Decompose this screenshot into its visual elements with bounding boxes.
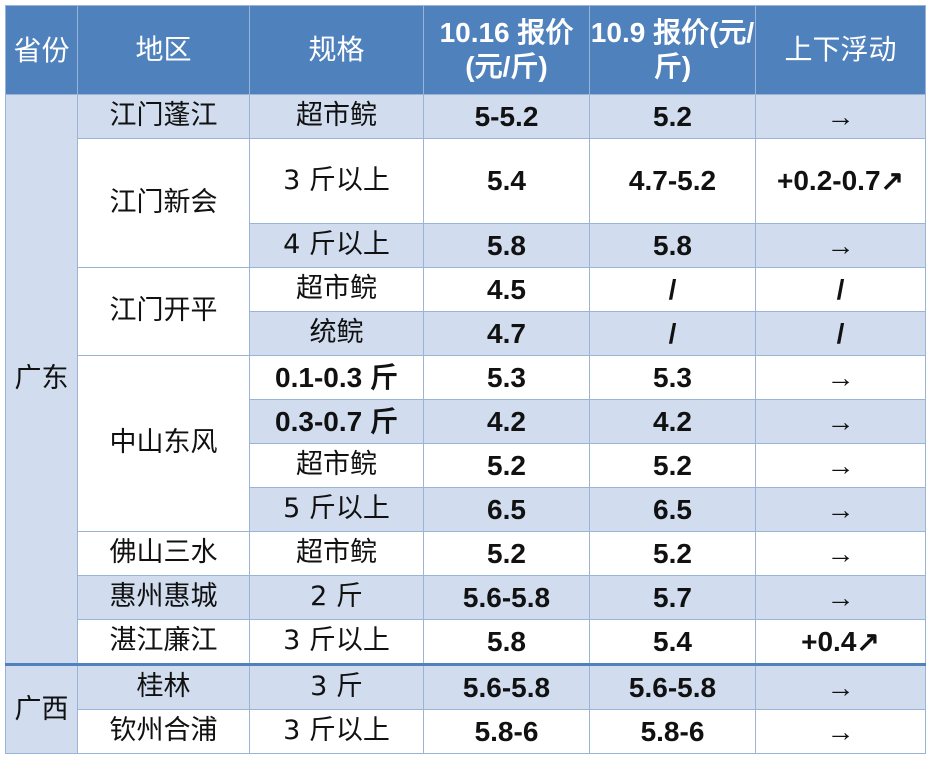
- change-cell: →: [755, 223, 926, 268]
- price-prev-cell: 5.6-5.8: [589, 663, 756, 710]
- table-row: 江门新会 3 斤以上 5.4 4.7-5.2 +0.2-0.7↗: [6, 138, 926, 268]
- spec-cell: 3 斤以上: [249, 138, 424, 224]
- region-cell: 佛山三水: [77, 531, 250, 576]
- change-cell: →: [755, 94, 926, 139]
- table-row: 0.3-0.7 斤 4.2 4.2 →: [6, 399, 926, 444]
- price-now-cell: 5.8: [423, 223, 590, 268]
- region-cell: 江门新会: [77, 138, 250, 268]
- header-spec: 规格: [249, 5, 424, 95]
- header-row: 省份 地区 规格 10.16 报价(元/斤) 10.9 报价(元/斤) 上下浮动: [5, 5, 926, 95]
- change-cell: +0.4↗: [755, 619, 926, 665]
- price-now-cell: 5-5.2: [423, 94, 590, 139]
- spec-cell: 0.3-0.7 斤: [249, 399, 424, 444]
- price-now-cell: 5.6-5.8: [423, 575, 590, 620]
- change-cell: /: [755, 267, 926, 312]
- price-now-cell: 4.5: [423, 267, 590, 312]
- spec-cell: 3 斤以上: [249, 619, 424, 665]
- change-cell: →: [755, 355, 926, 400]
- table-row: 中山东风 0.1-0.3 斤 5.3 5.3 →: [6, 355, 926, 532]
- spec-cell: 4 斤以上: [249, 223, 424, 268]
- table-row: 统鲩 4.7 / /: [6, 311, 926, 356]
- price-prev-cell: 5.2: [589, 443, 756, 488]
- price-now-cell: 5.8-6: [423, 709, 590, 754]
- region-cell: 中山东风: [77, 355, 250, 532]
- change-cell: →: [755, 663, 926, 710]
- spec-cell: 3 斤: [249, 663, 424, 710]
- province-cell: 广西: [5, 663, 78, 754]
- table-row: 5 斤以上 6.5 6.5 →: [6, 487, 926, 532]
- price-table-container: 省份 地区 规格 10.16 报价(元/斤) 10.9 报价(元/斤) 上下浮动…: [5, 5, 926, 754]
- header-change: 上下浮动: [755, 5, 926, 95]
- price-prev-cell: 5.2: [589, 531, 756, 576]
- table-row: 4 斤以上 5.8 5.8 →: [6, 223, 926, 268]
- price-prev-cell: 5.3: [589, 355, 756, 400]
- change-cell: →: [755, 443, 926, 488]
- price-now-cell: 5.4: [423, 138, 590, 224]
- header-price-prev: 10.9 报价(元/斤): [589, 5, 756, 95]
- price-prev-cell: 5.4: [589, 619, 756, 665]
- spec-cell: 超市鲩: [249, 94, 424, 139]
- region-cell: 江门蓬江: [77, 94, 250, 139]
- price-now-cell: 5.8: [423, 619, 590, 665]
- price-now-cell: 6.5: [423, 487, 590, 532]
- table-row: 广东 江门蓬江 超市鲩 5-5.2 5.2 →: [5, 94, 926, 665]
- region-cell: 湛江廉江: [77, 619, 250, 665]
- header-province: 省份: [5, 5, 78, 95]
- table-row: 钦州合浦 3 斤以上 5.8-6 5.8-6 →: [6, 709, 926, 754]
- change-cell: →: [755, 487, 926, 532]
- region-cell: 惠州惠城: [77, 575, 250, 620]
- change-cell: →: [755, 575, 926, 620]
- spec-cell: 统鲩: [249, 311, 424, 356]
- spec-cell: 5 斤以上: [249, 487, 424, 532]
- spec-cell: 超市鲩: [249, 267, 424, 312]
- price-now-cell: 5.3: [423, 355, 590, 400]
- price-now-cell: 5.6-5.8: [423, 663, 590, 710]
- change-cell: →: [755, 709, 926, 754]
- region-cell: 桂林: [77, 663, 250, 710]
- price-now-cell: 5.2: [423, 531, 590, 576]
- table-row: 湛江廉江 3 斤以上 5.8 5.4 +0.4↗: [6, 619, 926, 665]
- price-prev-cell: 4.2: [589, 399, 756, 444]
- price-prev-cell: /: [589, 267, 756, 312]
- change-cell: /: [755, 311, 926, 356]
- change-cell: +0.2-0.7↗: [755, 138, 926, 224]
- header-price-now: 10.16 报价(元/斤): [423, 5, 590, 95]
- region-cell: 江门开平: [77, 267, 250, 356]
- price-prev-cell: 5.8: [589, 223, 756, 268]
- table-row: 惠州惠城 2 斤 5.6-5.8 5.7 →: [6, 575, 926, 620]
- header-region: 地区: [77, 5, 250, 95]
- spec-cell: 0.1-0.3 斤: [249, 355, 424, 400]
- price-now-cell: 4.7: [423, 311, 590, 356]
- spec-cell: 超市鲩: [249, 443, 424, 488]
- price-prev-cell: /: [589, 311, 756, 356]
- table-row: 江门开平 超市鲩 4.5 / /: [6, 267, 926, 356]
- table-row: 广西 桂林 3 斤 5.6-5.8 5.6-5.8 →: [5, 663, 926, 754]
- price-table: 省份 地区 规格 10.16 报价(元/斤) 10.9 报价(元/斤) 上下浮动…: [5, 5, 926, 754]
- price-now-cell: 4.2: [423, 399, 590, 444]
- spec-cell: 超市鲩: [249, 531, 424, 576]
- change-cell: →: [755, 399, 926, 444]
- table-row: 佛山三水 超市鲩 5.2 5.2 →: [6, 531, 926, 576]
- price-prev-cell: 4.7-5.2: [589, 138, 756, 224]
- price-prev-cell: 5.7: [589, 575, 756, 620]
- province-cell: 广东: [5, 94, 78, 665]
- spec-cell: 3 斤以上: [249, 709, 424, 754]
- price-prev-cell: 5.2: [589, 94, 756, 139]
- price-now-cell: 5.2: [423, 443, 590, 488]
- price-prev-cell: 5.8-6: [589, 709, 756, 754]
- price-prev-cell: 6.5: [589, 487, 756, 532]
- change-cell: →: [755, 531, 926, 576]
- region-cell: 钦州合浦: [77, 709, 250, 754]
- table-row: 超市鲩 5.2 5.2 →: [6, 443, 926, 488]
- spec-cell: 2 斤: [249, 575, 424, 620]
